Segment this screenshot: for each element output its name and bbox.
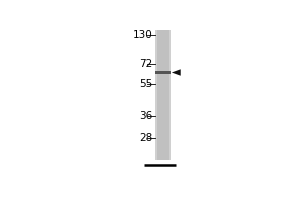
Polygon shape [172,69,181,76]
Text: 55: 55 [139,79,153,89]
Text: 72: 72 [139,59,153,69]
Bar [157,30,169,160]
Text: 28: 28 [139,133,153,143]
Bar [155,30,171,160]
Text: 36: 36 [139,111,153,121]
Text: 130: 130 [133,30,153,40]
Bar [155,71,171,74]
